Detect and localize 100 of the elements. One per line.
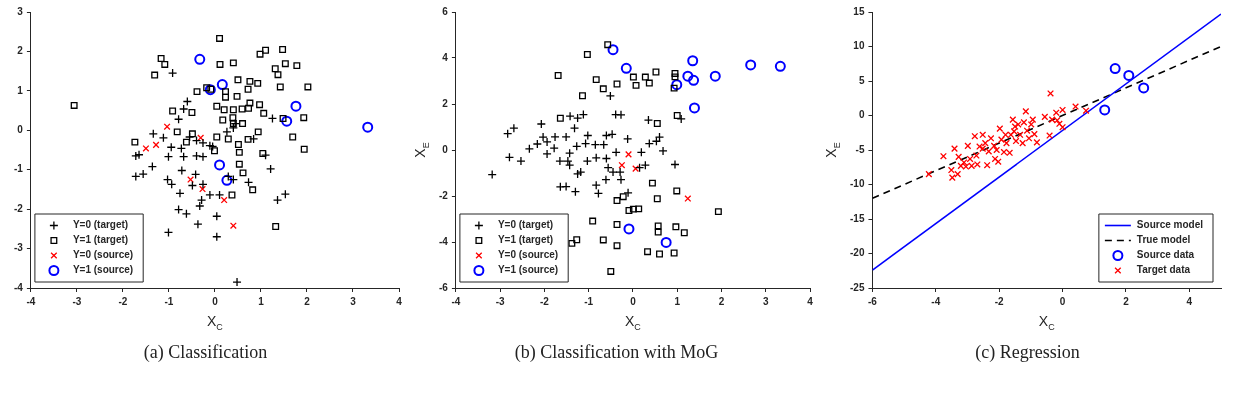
legend-label: Source data — [1136, 249, 1195, 261]
y-tick-label: 10 — [853, 40, 865, 52]
point — [680, 229, 688, 237]
x-tick-label: -2 — [539, 295, 550, 307]
point — [605, 91, 616, 101]
point — [653, 120, 661, 128]
text: (b) Classification with MoG — [514, 342, 719, 363]
legend-label: Y=1 (target) — [72, 234, 129, 246]
point — [972, 152, 980, 159]
point — [554, 72, 562, 79]
point — [973, 161, 981, 168]
x-tick-label: 2 — [304, 295, 311, 307]
point — [714, 208, 722, 216]
point — [613, 197, 621, 205]
point — [625, 150, 632, 158]
point — [175, 188, 185, 199]
legend-label: Y=1 (target) — [497, 234, 554, 246]
point — [1006, 149, 1014, 157]
legend-label: Y=0 (source) — [497, 249, 559, 261]
point — [583, 51, 591, 59]
y-tick-label: 0 — [858, 109, 865, 121]
point — [599, 236, 607, 244]
point — [939, 152, 947, 160]
point — [613, 80, 621, 88]
y-tick-label: 15 — [853, 5, 865, 17]
point — [265, 164, 276, 174]
x-tick-label: -3 — [495, 295, 506, 307]
x-tick-label: -1 — [164, 295, 174, 307]
point — [954, 170, 962, 178]
point — [611, 147, 621, 157]
point — [615, 167, 625, 177]
point — [670, 159, 680, 170]
x-tick-label: -2 — [994, 295, 1005, 307]
point — [632, 81, 640, 89]
point — [1029, 116, 1037, 124]
text: (c) Regression — [975, 342, 1080, 363]
point — [670, 249, 678, 257]
point — [670, 84, 678, 92]
point — [643, 115, 654, 125]
point — [556, 114, 564, 122]
point — [613, 221, 621, 228]
point — [671, 69, 679, 77]
y-axis-title: XE — [412, 142, 431, 158]
point — [542, 149, 552, 159]
point — [582, 156, 592, 166]
point — [604, 41, 612, 49]
point — [193, 219, 203, 229]
point — [1109, 63, 1121, 75]
x-tick-label: 4 — [807, 295, 814, 307]
point — [987, 134, 995, 142]
point — [1033, 138, 1041, 146]
point — [644, 248, 652, 256]
y-tick-label: -3 — [13, 242, 24, 254]
point — [572, 113, 583, 123]
point — [607, 267, 615, 275]
point — [629, 73, 637, 81]
point — [607, 129, 617, 140]
x-tick-label: 1 — [258, 295, 265, 307]
point — [1022, 107, 1030, 115]
point — [1010, 127, 1018, 135]
point — [623, 188, 633, 198]
point — [660, 236, 672, 248]
point — [179, 104, 189, 114]
x-tick-label: -2 — [118, 295, 128, 307]
point — [620, 62, 632, 74]
point — [671, 79, 683, 91]
point — [573, 236, 581, 244]
x-tick-label: 0 — [212, 295, 219, 307]
point — [524, 144, 535, 154]
point — [641, 73, 649, 81]
point — [1059, 123, 1067, 131]
point — [645, 79, 653, 87]
y-tick-label: -4 — [13, 281, 24, 293]
point — [601, 175, 611, 185]
x-tick-label: 3 — [762, 295, 769, 307]
point — [563, 156, 573, 166]
point — [536, 119, 546, 129]
y-tick-label: 2 — [17, 45, 24, 57]
y-tick-label: -6 — [438, 281, 449, 293]
y-tick-label: -20 — [850, 247, 865, 259]
point — [658, 146, 668, 156]
point — [1099, 104, 1111, 116]
point — [228, 123, 238, 133]
x-tick-label: -4 — [26, 295, 36, 307]
point — [1019, 139, 1027, 147]
point — [1123, 69, 1135, 81]
y-tick-label: -15 — [850, 212, 865, 224]
point — [622, 134, 633, 144]
point — [979, 131, 987, 139]
point — [673, 112, 681, 119]
point — [654, 222, 662, 230]
point — [576, 167, 586, 177]
point — [163, 123, 171, 131]
x-tick-label: -6 — [868, 295, 878, 307]
x-tick-label: -4 — [451, 295, 461, 307]
point — [623, 223, 635, 235]
y-tick-label: -1 — [13, 163, 24, 175]
point — [635, 205, 643, 213]
point — [951, 145, 958, 153]
point — [709, 70, 721, 82]
